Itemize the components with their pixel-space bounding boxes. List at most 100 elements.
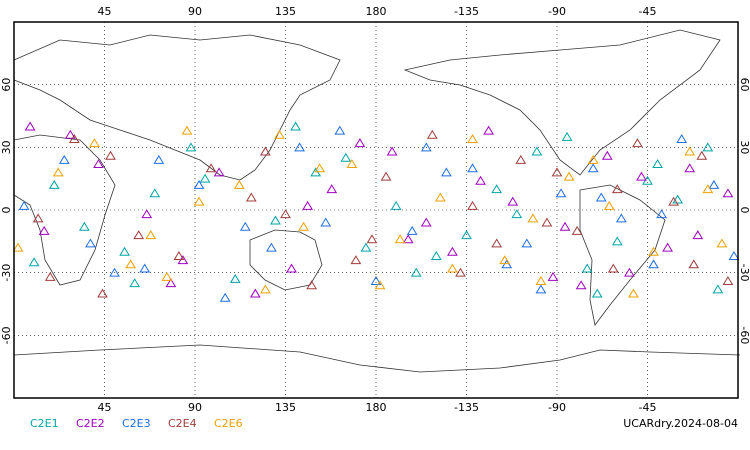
observation-point [447, 246, 458, 256]
x-tick-label: -90 [548, 5, 566, 18]
observation-point [93, 159, 104, 169]
observation-point [551, 167, 563, 177]
y-tick-label: 0 [738, 207, 750, 214]
observation-point [483, 125, 495, 135]
observation-point [467, 163, 478, 173]
labels: UCARdry.2024-08-04 45 45 90 90 135 135 180 180 -… [0, 5, 750, 430]
x-tick-label: -45 [639, 5, 657, 18]
coastlines [13, 29, 741, 373]
observation-point [314, 163, 326, 173]
observation-point [541, 217, 553, 227]
observation-point [44, 271, 56, 281]
observation-point [611, 236, 623, 246]
observation-point [79, 221, 90, 231]
observation-point [68, 134, 80, 143]
observation-point [406, 225, 418, 235]
y-tick-label: 30 [738, 140, 750, 154]
observation-point [426, 129, 438, 139]
observation-point [133, 230, 145, 240]
observation-point [603, 200, 615, 210]
observation-point [628, 288, 639, 298]
y-tick-label: 0 [0, 207, 13, 214]
observation-point [386, 146, 398, 156]
observation-point [722, 188, 734, 198]
observation-point [181, 125, 193, 135]
x-tick-label: -135 [454, 401, 479, 414]
observation-point [402, 234, 414, 244]
observation-point [280, 209, 291, 219]
observation-point [229, 273, 241, 283]
observation-point [527, 213, 539, 223]
y-tick-label: -30 [738, 264, 750, 282]
x-tick-label: 135 [275, 401, 296, 414]
observation-point [141, 209, 153, 219]
observation-point [648, 246, 659, 256]
y-tick-label: 60 [0, 78, 13, 92]
observation-point [354, 138, 366, 148]
observation-point [193, 179, 205, 189]
observation-point [611, 184, 623, 194]
observation-point [58, 154, 70, 164]
observation-point [326, 184, 338, 194]
observation-point [676, 134, 688, 143]
observation-point [535, 276, 547, 286]
observation-point [97, 288, 108, 298]
x-tick-label: 45 [98, 401, 112, 414]
observation-point [672, 194, 684, 204]
observation-point [266, 242, 277, 252]
observation-point [390, 200, 402, 210]
observation-point [320, 217, 332, 227]
observation-point [119, 246, 130, 256]
observation-point [350, 255, 362, 265]
grid [14, 22, 738, 398]
observation-point [52, 167, 64, 177]
observation-point [581, 263, 593, 273]
observation-point [636, 171, 647, 181]
observation-point [563, 171, 575, 181]
observation-point [105, 150, 116, 160]
observation-point [575, 280, 587, 290]
observation-point [467, 200, 478, 210]
observation-point [515, 154, 527, 164]
observation-point [595, 192, 607, 202]
observation-point [702, 142, 714, 152]
observation-point [109, 267, 120, 277]
observation-point [559, 221, 571, 231]
observation-point [601, 150, 613, 160]
observation-point [692, 230, 704, 240]
observation-point [380, 171, 392, 181]
observation-point [607, 263, 619, 273]
observation-point [370, 276, 382, 286]
y-tick-label: 30 [0, 140, 13, 154]
observation-point [290, 121, 301, 131]
observation-point [420, 142, 432, 152]
observation-point [18, 200, 30, 210]
observation-point [455, 267, 466, 277]
map-frame [13, 21, 739, 399]
observation-point [571, 225, 583, 235]
observation-point [239, 221, 251, 231]
y-tick-label: -60 [0, 326, 13, 344]
observation-point [712, 284, 724, 294]
observation-point [274, 129, 285, 139]
observation-point [535, 284, 547, 294]
x-tick-label: 45 [98, 5, 112, 18]
observation-point [615, 213, 627, 223]
observation-point [696, 150, 708, 160]
observation-point [249, 288, 261, 298]
observation-point [286, 263, 297, 273]
observation-point [708, 179, 720, 189]
north-america [403, 29, 721, 176]
legend-entry: C2E3 [122, 417, 151, 430]
observation-point [702, 184, 714, 194]
observation-point [728, 250, 740, 260]
observation-point [587, 154, 599, 164]
observation-point [475, 175, 486, 185]
observation-point [668, 196, 680, 206]
observation-point [233, 179, 245, 189]
observation-point [193, 196, 205, 206]
y-tick-label: -60 [738, 326, 750, 344]
x-tick-label: -45 [639, 401, 657, 414]
legend-entry: C2E2 [76, 417, 105, 430]
observation-point [340, 152, 352, 162]
